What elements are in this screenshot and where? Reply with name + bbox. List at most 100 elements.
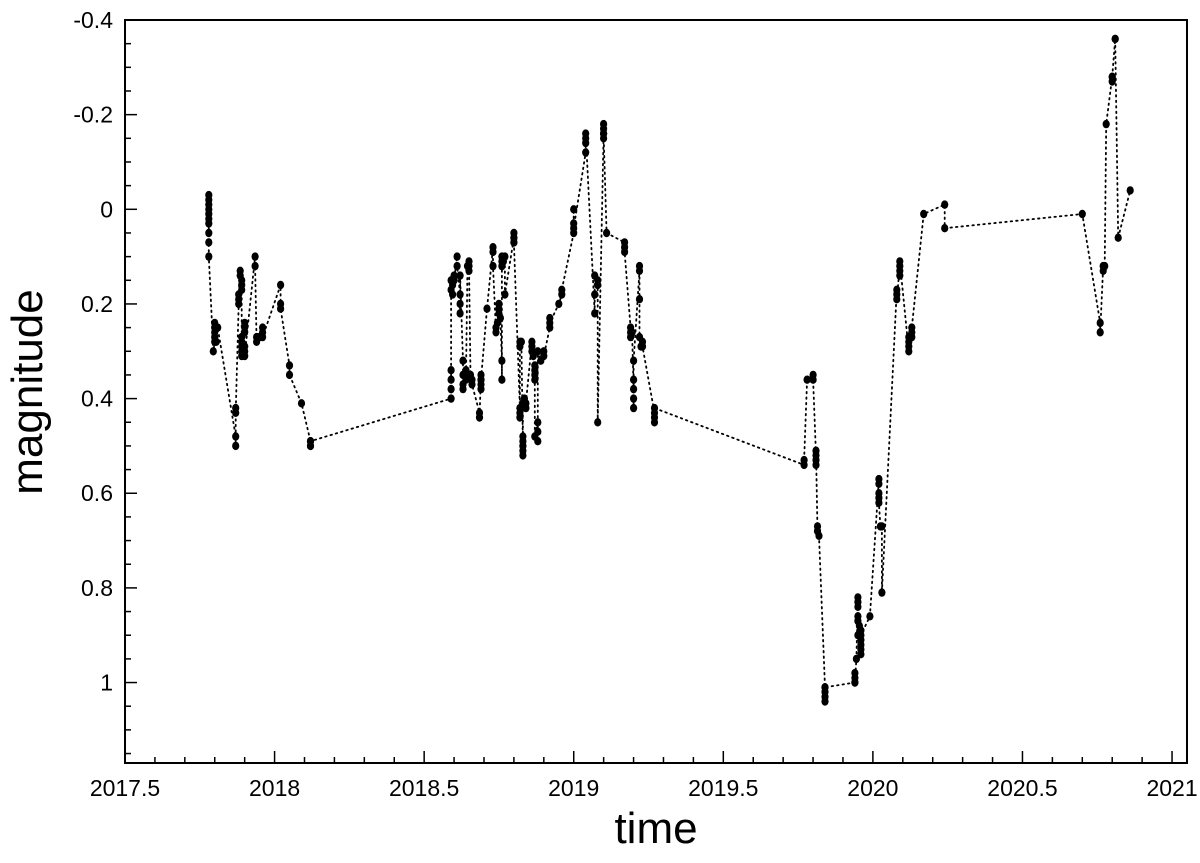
data-point — [516, 413, 524, 422]
data-point — [475, 413, 484, 422]
data-point — [495, 304, 503, 313]
data-point — [238, 285, 246, 294]
data-point — [803, 375, 811, 384]
data-point — [447, 394, 455, 403]
data-point — [582, 148, 590, 157]
data-point — [1114, 233, 1122, 242]
data-point — [821, 697, 829, 706]
data-point — [522, 399, 530, 408]
data-point — [510, 238, 518, 247]
y-axis-title: magnitude — [3, 289, 52, 494]
data-point — [205, 228, 213, 238]
data-point — [498, 375, 506, 384]
data-point — [447, 366, 455, 375]
data-point — [456, 290, 464, 299]
data-point — [866, 612, 874, 621]
data-point — [449, 290, 457, 299]
data-point — [1102, 119, 1110, 129]
data-point — [285, 361, 294, 370]
data-point — [214, 323, 222, 332]
y-tick-label: -0.4 — [73, 7, 113, 33]
data-point — [570, 224, 578, 233]
data-point — [483, 304, 491, 313]
data-point — [277, 304, 285, 313]
data-point — [251, 261, 259, 271]
data-point — [875, 479, 883, 488]
data-point — [813, 522, 822, 531]
y-tick-label: 0 — [100, 196, 113, 222]
data-point — [297, 399, 306, 408]
data-point — [205, 219, 213, 228]
data-point — [489, 247, 497, 257]
data-point — [456, 309, 464, 318]
data-point — [468, 380, 476, 389]
data-point — [594, 276, 602, 285]
data-point — [447, 375, 455, 384]
data-point — [800, 455, 808, 465]
data-point — [1096, 328, 1104, 337]
data-point — [815, 531, 823, 540]
data-point — [517, 337, 526, 346]
data-point — [878, 522, 886, 531]
data-point — [630, 403, 638, 413]
data-point — [582, 129, 590, 138]
x-tick-label: 2017.5 — [90, 775, 160, 801]
y-tick-label: 1 — [100, 670, 113, 696]
data-point — [477, 384, 485, 394]
data-point — [205, 238, 213, 247]
series-connecting-line — [207, 38, 1132, 702]
x-tick-label: 2020 — [847, 775, 898, 801]
y-tick-label: 0.8 — [81, 575, 113, 601]
data-point — [209, 347, 217, 356]
y-tick-label: 0.6 — [81, 480, 113, 506]
data-point — [501, 252, 509, 261]
data-point — [447, 384, 455, 394]
data-point — [450, 276, 458, 285]
data-point — [650, 403, 659, 413]
data-point — [232, 432, 240, 441]
data-point — [1096, 318, 1104, 328]
data-point — [519, 432, 527, 441]
data-point — [534, 347, 542, 356]
y-tick-label: 0.2 — [81, 291, 113, 317]
data-point — [1111, 34, 1119, 44]
data-point — [812, 460, 820, 470]
data-point — [594, 418, 602, 427]
data-point — [259, 332, 267, 342]
data-point — [1101, 261, 1109, 271]
data-point — [453, 261, 461, 271]
data-point — [212, 337, 220, 346]
data-points — [205, 34, 1134, 706]
data-point — [878, 588, 886, 597]
data-point — [459, 356, 467, 365]
data-point — [570, 205, 578, 214]
x-tick-label: 2021 — [1146, 775, 1197, 801]
data-point — [591, 290, 599, 299]
data-point — [285, 370, 294, 380]
data-point — [630, 375, 638, 384]
data-point — [630, 394, 638, 403]
x-tick-label: 2019.5 — [688, 775, 758, 801]
data-point — [582, 138, 590, 148]
data-point — [531, 361, 539, 370]
data-point — [630, 384, 638, 394]
data-point — [232, 441, 240, 451]
y-tick-label: 0.4 — [81, 386, 113, 412]
data-point — [941, 224, 949, 233]
y-axis: -0.4 -0.2 0 0.2 0.4 0.6 0.8 1 — [73, 7, 137, 755]
data-point — [908, 332, 916, 342]
x-tick-label: 2020.5 — [987, 775, 1057, 801]
data-point — [1078, 209, 1086, 219]
data-point — [459, 384, 467, 394]
data-point — [306, 437, 315, 446]
x-axis: 2017.5 2018 2018.5 2019 2019.5 2020 2020.5 2021 — [90, 751, 1198, 801]
data-point — [456, 299, 464, 309]
data-point — [277, 280, 285, 290]
data-point — [600, 129, 608, 138]
data-point — [857, 631, 865, 640]
data-point — [540, 351, 548, 361]
data-point — [546, 318, 554, 328]
x-axis-title: time — [614, 804, 697, 853]
data-point — [600, 119, 608, 129]
x-tick-label: 2018 — [249, 775, 300, 801]
